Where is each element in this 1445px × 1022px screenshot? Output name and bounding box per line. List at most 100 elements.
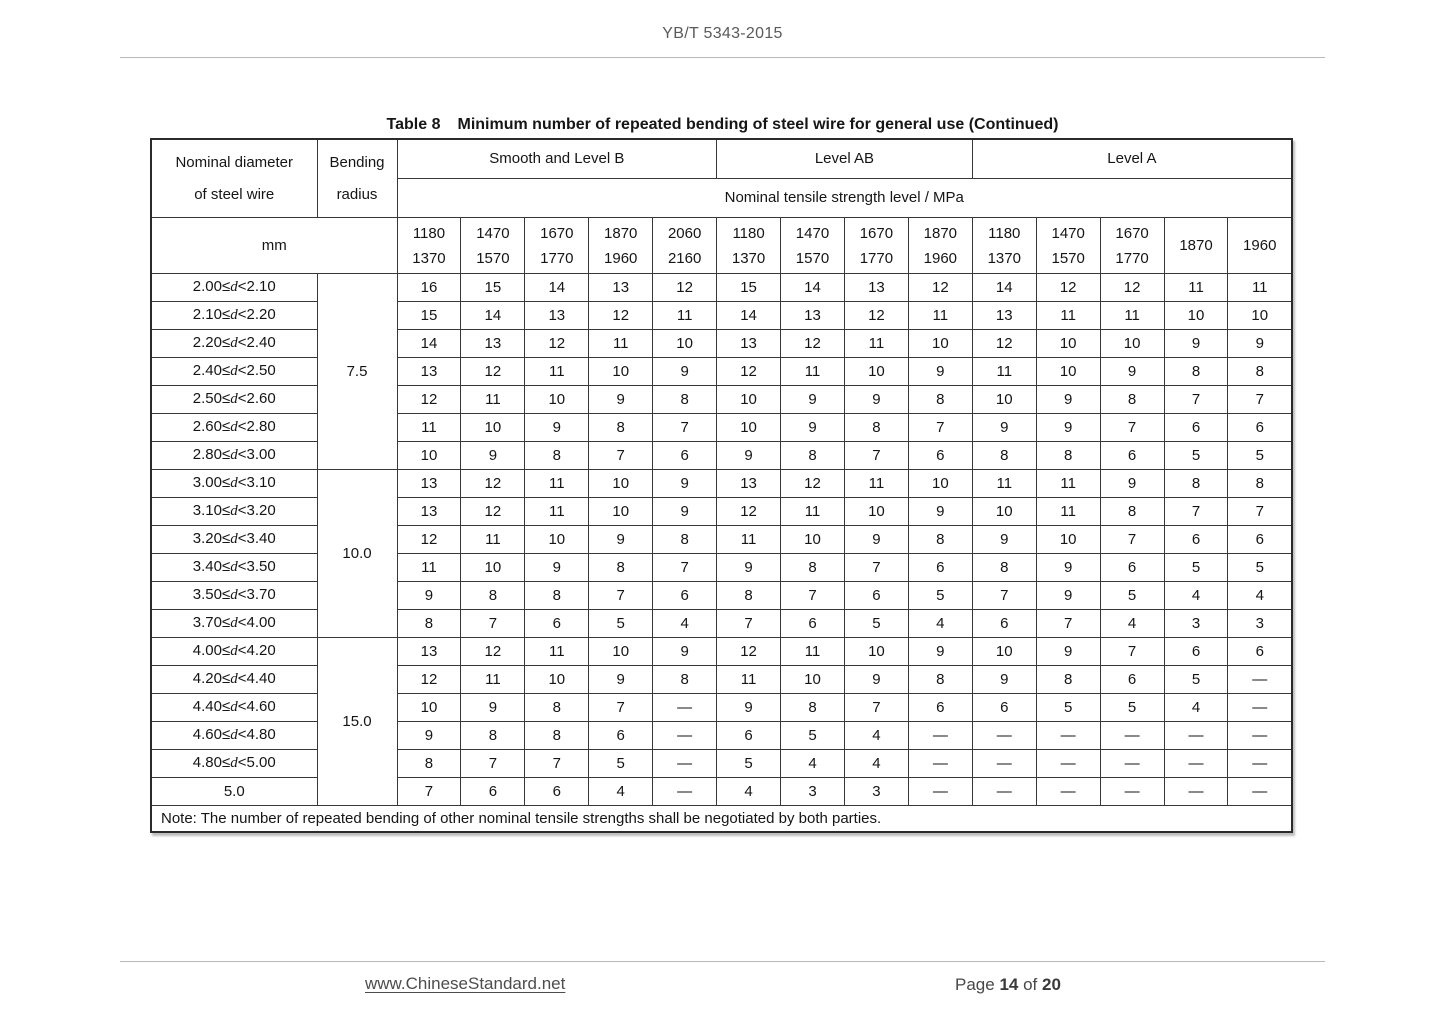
- strength-level-header: 1180 1370: [396, 217, 462, 274]
- bend-count-cell: —: [1035, 721, 1101, 750]
- bend-count-cell: 8: [971, 553, 1037, 582]
- bend-count-cell: 9: [652, 637, 718, 666]
- bend-count-cell: 12: [460, 357, 526, 386]
- bend-count-cell: 14: [971, 273, 1037, 302]
- bend-count-cell: 12: [396, 385, 462, 414]
- bend-count-cell: 11: [460, 525, 526, 554]
- bend-count-cell: 10: [652, 329, 718, 358]
- bend-count-cell: 12: [843, 301, 909, 330]
- bend-count-cell: 9: [1035, 637, 1101, 666]
- bend-count-cell: 7: [1099, 525, 1165, 554]
- bend-count-cell: 10: [588, 469, 654, 498]
- bend-count-cell: 8: [716, 581, 782, 610]
- table-row: 2.00≤d<2.10 7.5 16 15 14 13 12 15 14 13 12 14 12 12 11…: [150, 273, 1293, 470]
- bend-count-cell: 15: [396, 301, 462, 330]
- bend-count-cell: 7: [1227, 497, 1293, 526]
- bend-count-cell: 8: [460, 721, 526, 750]
- page-indicator: Page 14 of 20: [955, 975, 1061, 995]
- bend-count-cell: 10: [907, 469, 973, 498]
- bend-count-cell: —: [907, 777, 973, 806]
- bend-count-cell: 11: [1099, 301, 1165, 330]
- bend-count-cell: 11: [1035, 497, 1101, 526]
- strength-level-header: 2060 2160: [652, 217, 718, 274]
- unit-header: mm: [150, 217, 398, 274]
- bend-count-cell: 8: [1099, 497, 1165, 526]
- bend-count-cell: —: [1035, 777, 1101, 806]
- bend-count-cell: —: [971, 721, 1037, 750]
- bend-count-cell: 5: [1163, 553, 1229, 582]
- bend-count-cell: 15: [460, 273, 526, 302]
- strength-level-header: 1670 1770: [1099, 217, 1165, 274]
- page-label-prefix: Page: [955, 975, 995, 994]
- bend-count-cell: 12: [907, 273, 973, 302]
- diameter-header-line2: of steel wire: [194, 185, 275, 203]
- bend-count-cell: —: [1099, 777, 1165, 806]
- table-row: 3.70≤d<4.00 8 7 6 5 4 7 6 5 4 6 7 4 3 3: [150, 609, 1293, 638]
- diameter-range-cell: 4.40≤d<4.60: [150, 693, 318, 722]
- bend-count-cell: 6: [1099, 441, 1165, 470]
- bend-count-cell: 7: [1163, 385, 1229, 414]
- bend-count-cell: 10: [524, 385, 590, 414]
- bend-count-cell: 5: [907, 581, 973, 610]
- bend-count-cell: 9: [524, 553, 590, 582]
- bend-count-cell: 9: [1035, 581, 1101, 610]
- bend-count-cell: 8: [971, 441, 1037, 470]
- header-group-row: Nominal diameter of steel wire Bending r…: [150, 138, 1293, 218]
- bend-count-cell: 10: [843, 497, 909, 526]
- bend-count-cell: 12: [460, 469, 526, 498]
- bend-count-cell: —: [1163, 721, 1229, 750]
- bend-count-cell: 14: [780, 273, 845, 302]
- table-caption: Minimum number of repeated bending of st…: [457, 116, 1059, 133]
- bend-count-cell: 6: [460, 777, 526, 806]
- bend-count-cell: 9: [652, 497, 718, 526]
- bend-count-cell: 11: [780, 357, 845, 386]
- bend-count-cell: 9: [971, 413, 1037, 442]
- bend-count-cell: 5: [1227, 441, 1293, 470]
- bend-count-cell: 11: [843, 329, 909, 358]
- bend-count-cell: 12: [652, 273, 718, 302]
- bend-count-cell: 5: [716, 749, 782, 778]
- bend-count-cell: —: [1227, 777, 1293, 806]
- bend-count-cell: 10: [524, 525, 590, 554]
- bend-count-cell: 9: [1035, 385, 1101, 414]
- bend-count-cell: 8: [652, 525, 718, 554]
- bend-count-cell: 9: [588, 525, 654, 554]
- strength-level-header: 1180 1370: [971, 217, 1037, 274]
- bend-count-cell: 3: [1163, 609, 1229, 638]
- bend-count-cell: 9: [396, 581, 462, 610]
- bend-count-cell: 10: [780, 665, 845, 694]
- site-link[interactable]: www.ChineseStandard.net: [365, 974, 566, 993]
- bend-count-cell: 8: [524, 721, 590, 750]
- bend-count-cell: 13: [396, 469, 462, 498]
- diameter-range-cell: 5.0: [150, 777, 318, 806]
- bend-count-cell: 6: [971, 693, 1037, 722]
- bend-count-cell: 9: [907, 497, 973, 526]
- bend-count-cell: 8: [780, 693, 845, 722]
- bend-count-cell: 9: [652, 357, 718, 386]
- bend-count-cell: 4: [588, 777, 654, 806]
- bend-count-cell: 5: [1227, 553, 1293, 582]
- bend-count-cell: 9: [780, 385, 845, 414]
- bend-count-cell: 15: [716, 273, 782, 302]
- diameter-range-cell: 3.00≤d<3.10: [150, 469, 318, 498]
- bend-count-cell: 11: [1035, 469, 1101, 498]
- radius-column-header: Bending radius: [316, 138, 398, 218]
- bend-count-cell: 11: [396, 553, 462, 582]
- bend-count-cell: 10: [588, 637, 654, 666]
- bend-count-cell: 6: [1099, 553, 1165, 582]
- bend-count-cell: 9: [907, 357, 973, 386]
- bend-count-cell: 10: [460, 413, 526, 442]
- bend-count-cell: 9: [716, 553, 782, 582]
- bend-count-cell: 13: [396, 497, 462, 526]
- group-header-level-ab: Level AB: [716, 138, 973, 179]
- bend-count-cell: 5: [1099, 693, 1165, 722]
- bend-count-cell: 8: [396, 749, 462, 778]
- table-note: Note: The number of repeated bending of …: [150, 805, 1293, 833]
- table-row: 5.0 7 6 6 4—4 3 3— — — — — —: [150, 777, 1293, 806]
- bend-count-cell: 11: [907, 301, 973, 330]
- bend-count-cell: 9: [843, 665, 909, 694]
- bend-count-cell: 10: [588, 497, 654, 526]
- bend-count-cell: 10: [716, 413, 782, 442]
- bend-count-cell: 11: [460, 665, 526, 694]
- bend-count-cell: —: [652, 693, 718, 722]
